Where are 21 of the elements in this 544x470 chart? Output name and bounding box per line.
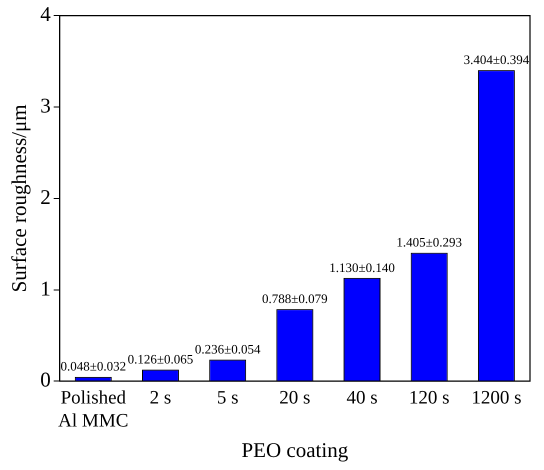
y-tick-label: 2 bbox=[40, 184, 51, 209]
x-tick-label: 2 s bbox=[150, 388, 172, 409]
y-axis-title: Surface roughness/μm bbox=[7, 104, 32, 292]
data-label: 0.236±0.054 bbox=[194, 342, 261, 357]
x-tick-label: Polished Al MMC bbox=[58, 388, 128, 432]
data-label: 1.130±0.140 bbox=[329, 260, 395, 275]
data-label: 0.126±0.065 bbox=[128, 352, 194, 367]
data-label: 0.788±0.079 bbox=[262, 291, 328, 306]
data-label: 0.048±0.032 bbox=[60, 358, 126, 374]
y-tick-label: 3 bbox=[40, 94, 51, 118]
x-tick-label: 1200 s bbox=[471, 388, 522, 409]
x-tick-label: 120 s bbox=[408, 388, 450, 409]
y-tick-label: 0 bbox=[40, 368, 51, 392]
x-axis-title: PEO coating bbox=[241, 438, 349, 462]
x-tick-label: 5 s bbox=[216, 388, 238, 409]
y-tick-label: 1 bbox=[40, 276, 51, 300]
x-tick-label: 20 s bbox=[279, 388, 310, 409]
data-label: 3.404±0.394 bbox=[464, 52, 530, 67]
y-tick-label: 4 bbox=[40, 2, 52, 26]
x-tick-label: 40 s bbox=[346, 388, 378, 409]
data-label: 1.405±0.293 bbox=[396, 234, 462, 250]
